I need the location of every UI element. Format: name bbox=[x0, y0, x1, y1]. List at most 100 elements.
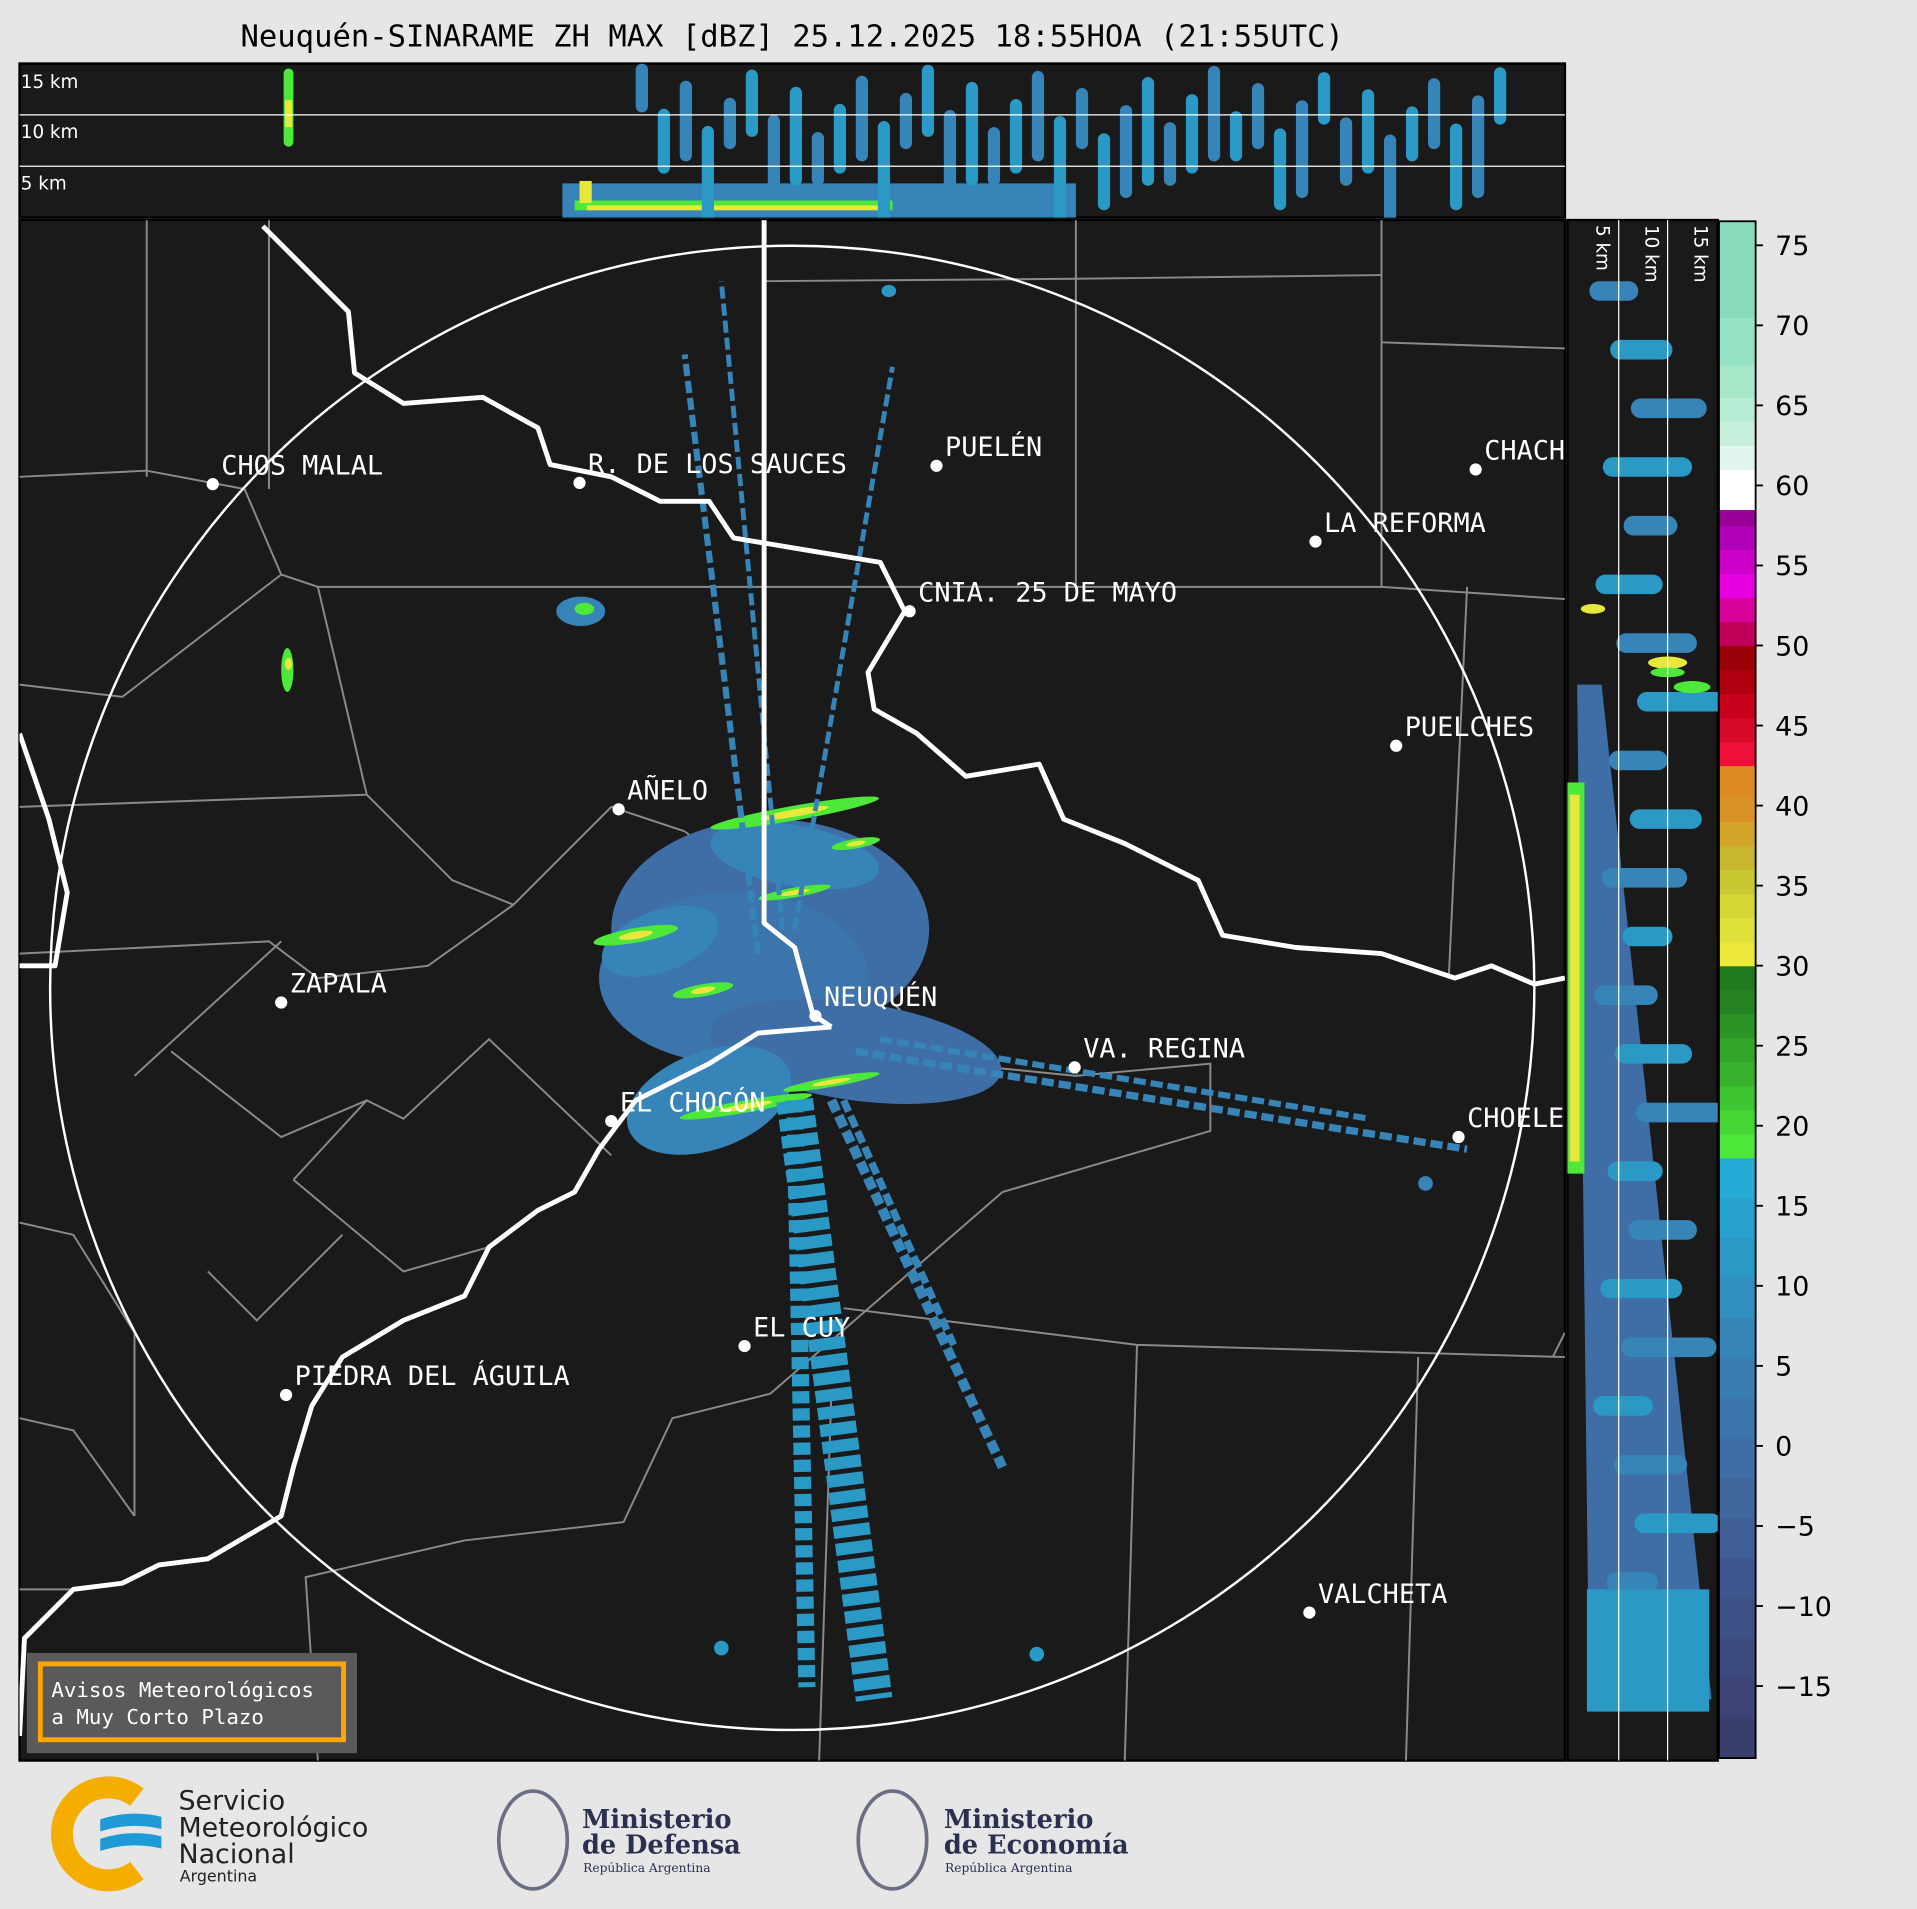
echo bbox=[710, 822, 880, 890]
province-border-line bbox=[19, 1024, 832, 1737]
colorbar-bin bbox=[1718, 1678, 1756, 1719]
colorbar-bin bbox=[1718, 1517, 1756, 1559]
colorbar-tick-label: 40 bbox=[1775, 791, 1809, 822]
warning-box[interactable]: Avisos Meteorológicos a Muy Corto Plazo bbox=[26, 1652, 357, 1754]
echo bbox=[1615, 1044, 1693, 1064]
echo bbox=[1593, 1396, 1653, 1416]
colorbar-bin bbox=[1718, 1317, 1756, 1359]
department-border-line bbox=[170, 1037, 612, 1157]
echo bbox=[1621, 1337, 1717, 1358]
echo bbox=[1622, 926, 1673, 947]
echo bbox=[987, 127, 1001, 186]
logo-text: de Economía bbox=[944, 1830, 1129, 1860]
echo bbox=[1427, 78, 1441, 150]
city-marker: AÑELO bbox=[612, 775, 708, 816]
echo bbox=[877, 121, 891, 218]
city-label: PIEDRA DEL ÁGUILA bbox=[295, 1360, 570, 1392]
echo bbox=[1673, 680, 1711, 694]
colorbar-bin bbox=[1718, 549, 1756, 575]
colorbar-bin bbox=[1718, 1557, 1756, 1599]
colorbar-bin bbox=[1718, 509, 1756, 527]
radar-map[interactable]: CHOS MALAL R. DE LOS SAUCES PUELÉN CHACH LA … bbox=[18, 218, 1567, 1762]
city-label: CHOS MALAL bbox=[221, 450, 383, 481]
city-marker: CHOS MALAL bbox=[206, 450, 383, 491]
echo-ray bbox=[792, 366, 895, 930]
city-dot bbox=[206, 478, 219, 491]
city-dot bbox=[275, 996, 288, 1009]
department-border-line bbox=[292, 1179, 490, 1273]
department-border-line bbox=[1551, 1332, 1565, 1358]
colorbar-bin bbox=[1718, 669, 1756, 695]
city-dot bbox=[1469, 463, 1482, 476]
city-label: CNIA. 25 DE MAYO bbox=[918, 578, 1177, 609]
echo bbox=[767, 114, 781, 199]
department-border-line bbox=[19, 903, 515, 980]
colorbar-bin bbox=[1718, 1237, 1756, 1279]
colorbar-bin bbox=[1718, 397, 1756, 423]
colorbar-tick-label: −5 bbox=[1775, 1512, 1815, 1543]
city-marker: EL CUY bbox=[738, 1312, 850, 1353]
city-marker: CNIA. 25 DE MAYO bbox=[903, 578, 1177, 618]
echo bbox=[1607, 1161, 1663, 1182]
city-dot bbox=[809, 1009, 822, 1023]
echo bbox=[1602, 457, 1693, 477]
city-marker: VA. REGINA bbox=[1068, 1034, 1245, 1074]
echo bbox=[586, 205, 881, 211]
echo bbox=[679, 80, 692, 162]
echo bbox=[1207, 66, 1221, 162]
colorbar-bin bbox=[1718, 1109, 1756, 1135]
colorbar-bin bbox=[1718, 1085, 1756, 1111]
city-marker: R. DE LOS SAUCES bbox=[573, 449, 847, 490]
colorbar-tick-label: 5 bbox=[1775, 1352, 1792, 1383]
city-marker: PIEDRA DEL ÁGUILA bbox=[279, 1360, 570, 1402]
height-label: 10 km bbox=[1641, 225, 1662, 283]
colorbar-bin bbox=[1718, 1133, 1756, 1159]
echo bbox=[1163, 122, 1177, 186]
colorbar-tick-label: −15 bbox=[1775, 1672, 1832, 1703]
side-cross-section: 5 km 10 km 15 km bbox=[1566, 218, 1719, 1762]
echo bbox=[281, 647, 294, 692]
echo bbox=[1449, 123, 1463, 211]
colorbar-bin bbox=[1718, 1013, 1756, 1039]
echo-ray bbox=[776, 1097, 893, 1702]
department-border-line bbox=[1381, 341, 1565, 350]
height-label: 15 km bbox=[21, 72, 79, 93]
ministerio-defensa-logo: Ministerio de Defensa República Argentin… bbox=[496, 1789, 741, 1891]
echo bbox=[1053, 116, 1067, 218]
echo bbox=[921, 64, 935, 137]
echo bbox=[811, 132, 825, 186]
colorbar-bin bbox=[1718, 525, 1756, 551]
warning-box-line2: a Muy Corto Plazo bbox=[51, 1705, 264, 1729]
city-label: AÑELO bbox=[627, 775, 708, 807]
echo bbox=[657, 108, 670, 174]
echo bbox=[1317, 72, 1331, 125]
city-dot bbox=[573, 476, 586, 490]
coat-of-arms-icon bbox=[856, 1789, 929, 1891]
echo bbox=[1029, 1646, 1045, 1662]
height-label: 5 km bbox=[21, 173, 67, 194]
colorbar-bin bbox=[1718, 1277, 1756, 1319]
echo bbox=[1493, 67, 1507, 125]
city-label: LA REFORMA bbox=[1324, 508, 1486, 539]
echo bbox=[760, 806, 829, 820]
city-dot bbox=[279, 1388, 293, 1402]
city-marker: EL CHOCÓN bbox=[605, 1086, 765, 1128]
echo bbox=[1589, 281, 1639, 301]
colorbar-tick-label: 25 bbox=[1775, 1031, 1809, 1062]
radar-range-ring bbox=[48, 244, 1536, 1732]
city-marker: PUELÉN bbox=[930, 431, 1042, 472]
colorbar-bin bbox=[1718, 893, 1756, 919]
colorbar-bin bbox=[1718, 1477, 1756, 1519]
city-dot bbox=[1068, 1061, 1081, 1074]
echo-ray bbox=[879, 1036, 1370, 1122]
echo-ray bbox=[826, 1098, 1007, 1470]
echo bbox=[1229, 111, 1243, 162]
echo bbox=[284, 100, 293, 128]
colorbar-tick-label: 60 bbox=[1775, 471, 1809, 502]
colorbar-bin bbox=[1718, 917, 1756, 943]
warning-box-line1: Avisos Meteorológicos bbox=[51, 1678, 314, 1702]
echo bbox=[846, 840, 866, 847]
colorbar-bin bbox=[1718, 741, 1756, 767]
